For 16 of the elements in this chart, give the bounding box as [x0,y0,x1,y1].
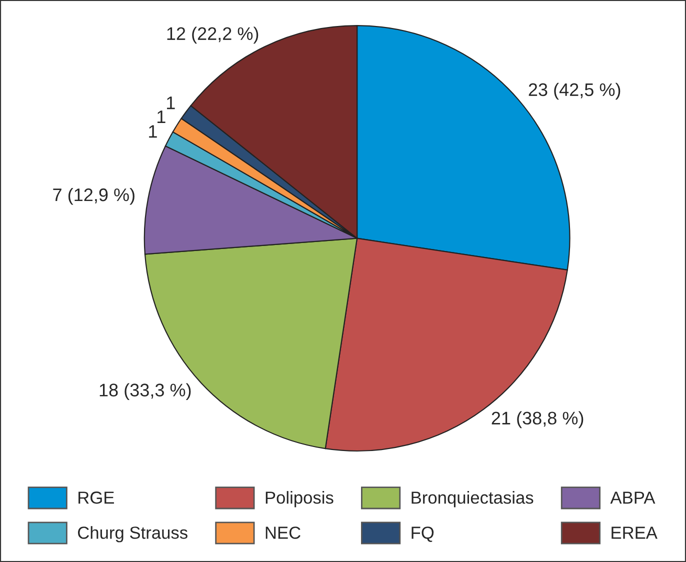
legend-label: EREA [612,526,658,539]
legend-label: Churg Strauss [78,526,188,542]
data-label: 12 (22,2 %) [167,26,258,44]
legend-label: RGE [78,492,114,504]
legend-label: ABPA [610,492,656,504]
data-label: 1 [158,110,166,124]
legend-label: FQ [412,526,434,542]
data-label: 7 (12,9 %) [53,188,134,205]
data-label: 1 [167,96,175,110]
data-label: 1 [149,125,157,138]
data-label: 18 (33,3 %) [100,383,191,400]
legend-label: NEC [266,526,300,539]
data-label: 21 (38,8 %) [492,411,584,428]
legend-label: Poliposis [266,491,334,508]
legend-label: Bronquiectasias [412,491,534,508]
data-label: 23 (42,5 %) [528,82,620,100]
